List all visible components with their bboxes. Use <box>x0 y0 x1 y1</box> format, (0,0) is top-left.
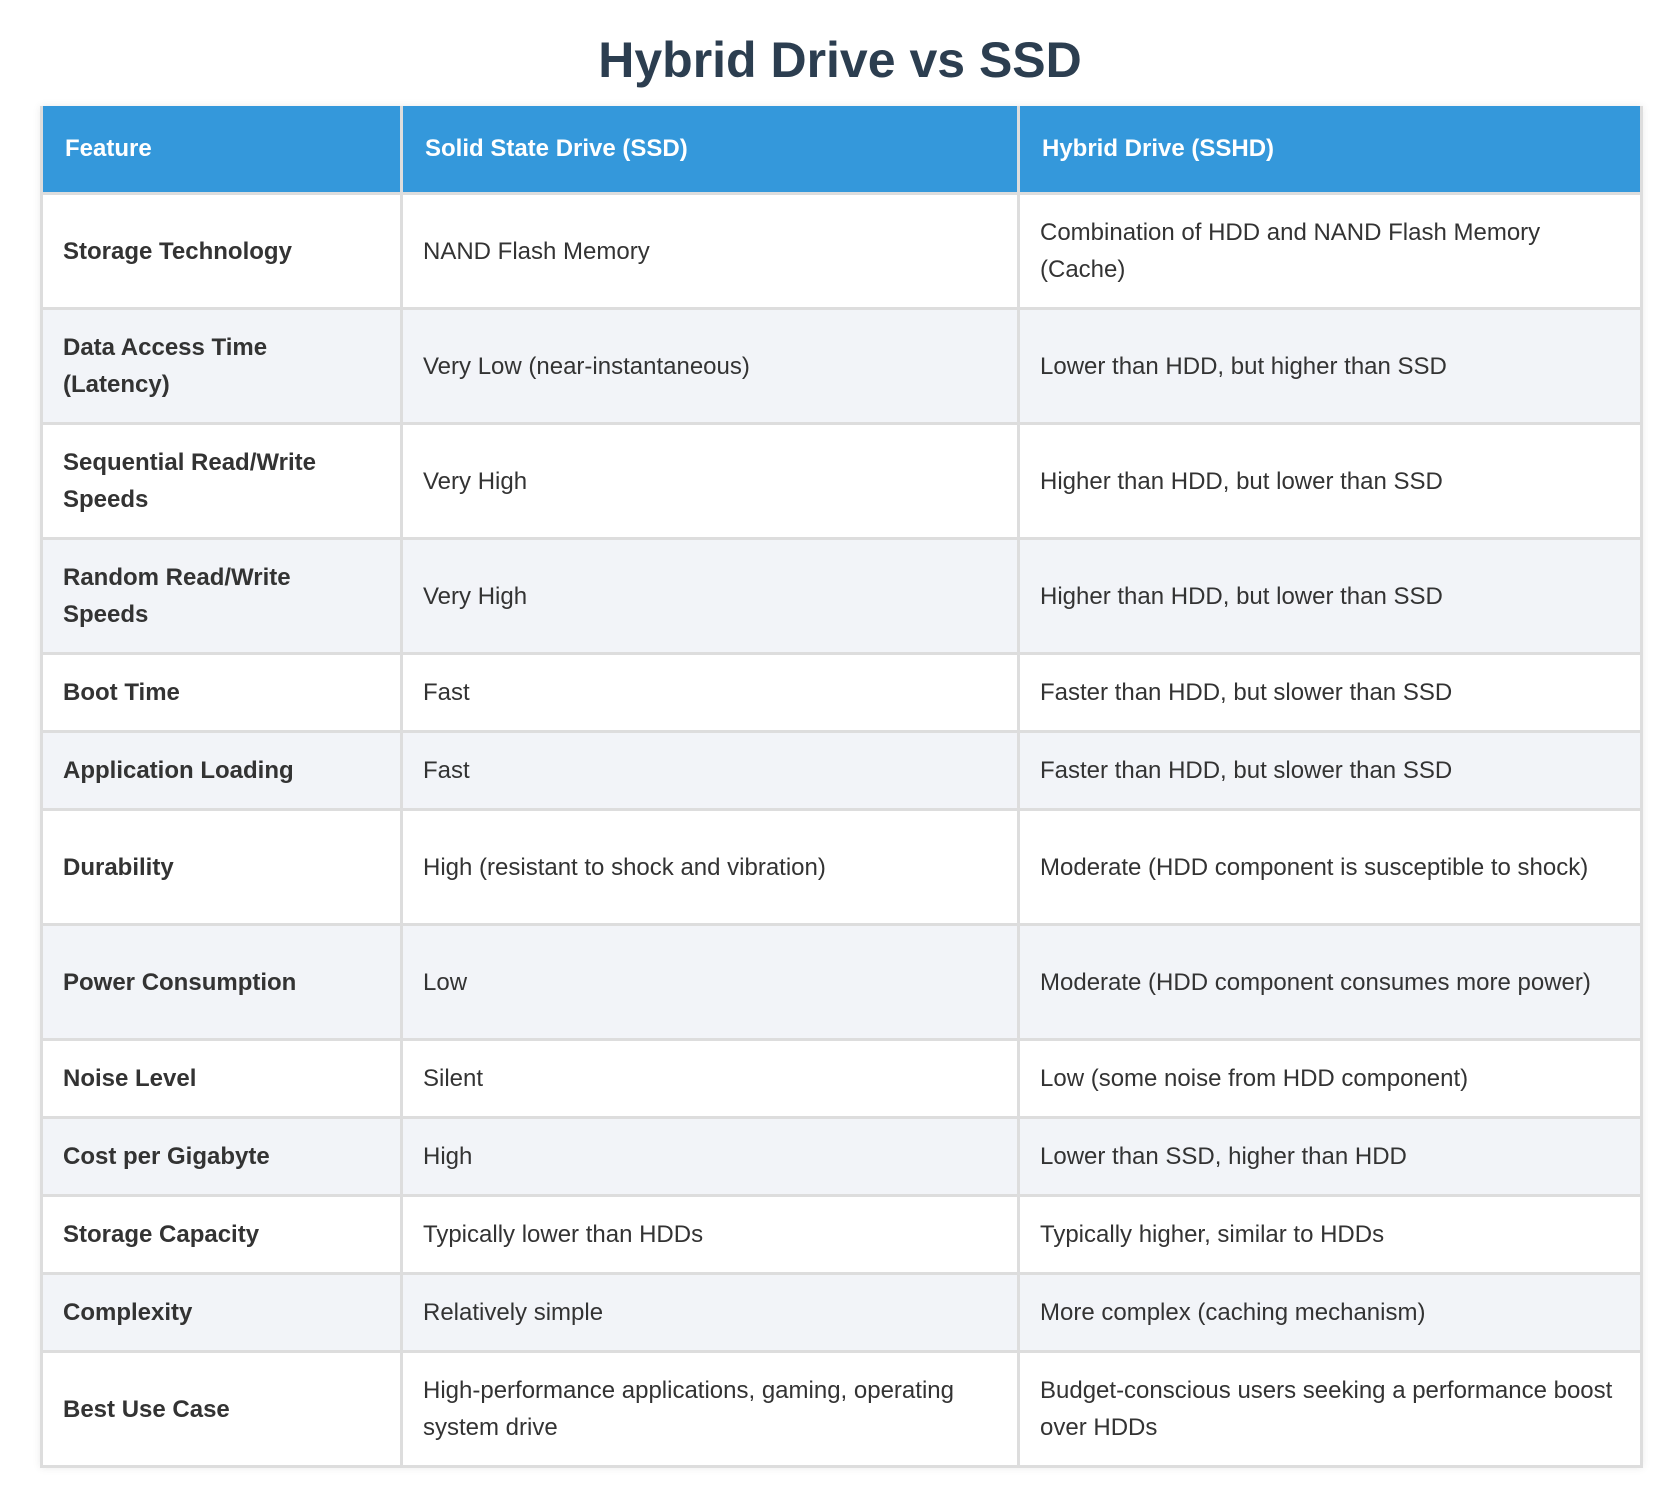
table-row: Noise Level Silent Low (some noise from … <box>40 1038 1643 1119</box>
feature-cell: Noise Level <box>40 1038 403 1119</box>
table-row: Durability High (resistant to shock and … <box>40 808 1643 926</box>
feature-cell: Cost per Gigabyte <box>40 1116 403 1197</box>
table-row: Random Read/Write Speeds Very High Highe… <box>40 537 1643 655</box>
table-row: Boot Time Fast Faster than HDD, but slow… <box>40 652 1643 733</box>
feature-cell: Application Loading <box>40 730 403 811</box>
ssd-cell: High (resistant to shock and vibration) <box>400 808 1020 926</box>
sshd-cell: Moderate (HDD component consumes more po… <box>1017 923 1643 1041</box>
sshd-cell: Faster than HDD, but slower than SSD <box>1017 652 1643 733</box>
feature-cell: Power Consumption <box>40 923 403 1041</box>
table-row: Complexity Relatively simple More comple… <box>40 1272 1643 1353</box>
ssd-cell: Relatively simple <box>400 1272 1020 1353</box>
sshd-cell: Higher than HDD, but lower than SSD <box>1017 422 1643 540</box>
ssd-cell: Very Low (near-instantaneous) <box>400 307 1020 425</box>
feature-cell: Storage Technology <box>40 192 403 310</box>
sshd-cell: Low (some noise from HDD component) <box>1017 1038 1643 1119</box>
ssd-cell: Fast <box>400 652 1020 733</box>
feature-cell: Data Access Time (Latency) <box>40 307 403 425</box>
page-title: Hybrid Drive vs SSD <box>598 32 1082 88</box>
sshd-cell: Lower than SSD, higher than HDD <box>1017 1116 1643 1197</box>
feature-cell: Storage Capacity <box>40 1194 403 1275</box>
ssd-cell: Fast <box>400 730 1020 811</box>
table-row: Application Loading Fast Faster than HDD… <box>40 730 1643 811</box>
column-header-sshd: Hybrid Drive (SSHD) <box>1017 106 1643 195</box>
table-row: Storage Capacity Typically lower than HD… <box>40 1194 1643 1275</box>
table-row: Storage Technology NAND Flash Memory Com… <box>40 192 1643 310</box>
feature-cell: Durability <box>40 808 403 926</box>
sshd-cell: Faster than HDD, but slower than SSD <box>1017 730 1643 811</box>
table-row: Sequential Read/Write Speeds Very High H… <box>40 422 1643 540</box>
feature-cell: Random Read/Write Speeds <box>40 537 403 655</box>
ssd-cell: Typically lower than HDDs <box>400 1194 1020 1275</box>
ssd-cell: Low <box>400 923 1020 1041</box>
comparison-table: Feature Solid State Drive (SSD) Hybrid D… <box>40 106 1643 1468</box>
sshd-cell: Higher than HDD, but lower than SSD <box>1017 537 1643 655</box>
ssd-cell: High <box>400 1116 1020 1197</box>
feature-cell: Best Use Case <box>40 1350 403 1468</box>
column-header-feature: Feature <box>40 106 403 195</box>
feature-cell: Sequential Read/Write Speeds <box>40 422 403 540</box>
ssd-cell: Silent <box>400 1038 1020 1119</box>
sshd-cell: Lower than HDD, but higher than SSD <box>1017 307 1643 425</box>
sshd-cell: Budget-conscious users seeking a perform… <box>1017 1350 1643 1468</box>
column-header-ssd: Solid State Drive (SSD) <box>400 106 1020 195</box>
ssd-cell: NAND Flash Memory <box>400 192 1020 310</box>
feature-cell: Complexity <box>40 1272 403 1353</box>
ssd-cell: High-performance applications, gaming, o… <box>400 1350 1020 1468</box>
table-row: Cost per Gigabyte High Lower than SSD, h… <box>40 1116 1643 1197</box>
header-row: Feature Solid State Drive (SSD) Hybrid D… <box>40 106 1643 195</box>
sshd-cell: Combination of HDD and NAND Flash Memory… <box>1017 192 1643 310</box>
ssd-cell: Very High <box>400 537 1020 655</box>
sshd-cell: Typically higher, similar to HDDs <box>1017 1194 1643 1275</box>
sshd-cell: More complex (caching mechanism) <box>1017 1272 1643 1353</box>
sshd-cell: Moderate (HDD component is susceptible t… <box>1017 808 1643 926</box>
table-row: Power Consumption Low Moderate (HDD comp… <box>40 923 1643 1041</box>
table-row: Best Use Case High-performance applicati… <box>40 1350 1643 1468</box>
table-row: Data Access Time (Latency) Very Low (nea… <box>40 307 1643 425</box>
feature-cell: Boot Time <box>40 652 403 733</box>
ssd-cell: Very High <box>400 422 1020 540</box>
